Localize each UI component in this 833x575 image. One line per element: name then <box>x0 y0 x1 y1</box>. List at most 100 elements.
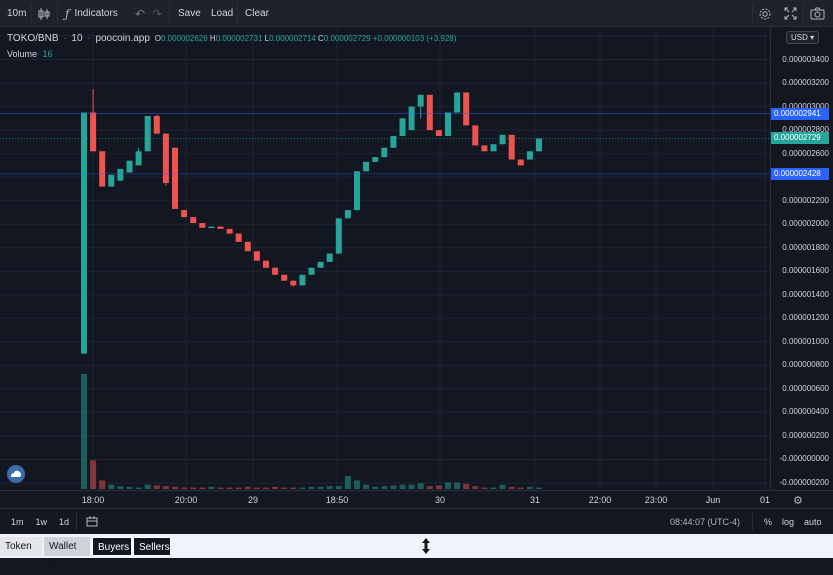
price-axis[interactable]: USD ▾ 0.000003400 0.000003200 0.000003000 0… <box>770 28 833 490</box>
currency-selector[interactable]: USD ▾ <box>786 31 820 44</box>
candle-body <box>190 217 197 224</box>
tx-tabs: Token tx Wallet tx Buyers Sellers <box>0 534 833 571</box>
candle-body <box>108 174 115 187</box>
save-label: Save <box>178 8 201 19</box>
tab-buyers[interactable]: Buyers <box>92 537 132 556</box>
volume-bar <box>208 486 215 489</box>
range-1d-button[interactable]: 1d <box>59 517 70 527</box>
volume-value: 16 <box>42 49 53 59</box>
price-tick-label: 0.000003000 <box>782 101 829 111</box>
candle-body <box>335 218 342 254</box>
time-axis[interactable]: ⚙ 18:00 20:00 29 18:50 30 31 22:00 23:00 Jun 01 <box>0 490 833 508</box>
log-toggle[interactable]: log <box>782 517 795 527</box>
volume-bar <box>417 483 424 489</box>
camera-icon[interactable] <box>810 0 825 27</box>
candle-body <box>244 241 251 252</box>
volume-bar <box>299 487 306 489</box>
candle-body <box>290 280 297 286</box>
candle-body <box>517 159 524 166</box>
redo-icon[interactable]: ↷ <box>152 6 163 21</box>
price-tick-label: 0.000002600 <box>782 148 829 158</box>
poocoin-logo[interactable] <box>7 465 25 483</box>
load-button[interactable]: Load <box>211 0 233 27</box>
fullscreen-icon[interactable] <box>784 0 797 27</box>
clock-display[interactable]: 08:44:07 (UTC-4) <box>670 517 741 527</box>
candle-body <box>226 228 233 234</box>
price-chart[interactable] <box>0 28 770 490</box>
indicators-label: Indicators <box>74 8 118 19</box>
time-tick-label: 29 <box>247 495 259 505</box>
candle-body <box>490 144 497 152</box>
high-value: 0.000002731 <box>215 34 263 43</box>
price-tick-label: 0.000002200 <box>782 195 829 205</box>
interval-button[interactable]: 10m <box>7 0 26 27</box>
candle-body <box>181 210 188 218</box>
candle-body <box>299 274 306 286</box>
candle-body <box>217 226 224 229</box>
indicators-button[interactable]: ƒ Indicators <box>65 0 118 27</box>
volume-bar <box>81 374 87 489</box>
symbol-label[interactable]: TOKO/BNB <box>7 33 59 44</box>
volume-bar <box>181 487 188 489</box>
candle-body <box>135 151 142 166</box>
time-tick-label: 01 <box>759 495 771 505</box>
top-toolbar: 10m ƒ Indicators ↶ ↷ Save Load Clear <box>0 0 833 27</box>
volume-bar <box>317 486 324 489</box>
volume-bar <box>235 487 242 489</box>
resize-handle-icon[interactable] <box>420 537 432 558</box>
tab-token-tx[interactable]: Token tx <box>0 537 42 571</box>
calendar-icon[interactable] <box>86 516 98 530</box>
close-label: C <box>318 34 324 43</box>
candle-body <box>153 115 160 134</box>
candle-body <box>454 92 461 113</box>
candle-body <box>499 134 506 145</box>
candle-type-icon[interactable] <box>38 0 50 27</box>
volume-bar <box>490 487 497 489</box>
clear-button[interactable]: Clear <box>245 0 269 27</box>
axis-settings-gear-icon[interactable]: ⚙ <box>793 495 803 507</box>
time-tick-label: 18:00 <box>81 495 105 505</box>
candle-body <box>508 134 515 160</box>
candle-body <box>126 160 133 173</box>
candle-body <box>426 94 433 131</box>
candle-body <box>308 267 315 275</box>
auto-toggle[interactable]: auto <box>804 517 822 527</box>
candle-body <box>263 260 269 268</box>
tab-wallet-tx[interactable]: Wallet tx <box>44 537 90 571</box>
candle-body <box>472 125 479 146</box>
volume-label: Volume <box>7 49 38 59</box>
price-tick-label: 0.000003200 <box>782 78 829 88</box>
candle-body <box>435 130 442 136</box>
candle-body <box>445 112 451 136</box>
high-label: H <box>209 34 216 43</box>
candle-body <box>81 112 87 354</box>
candle-body <box>326 253 333 262</box>
toolbar-divider <box>237 3 238 24</box>
volume-bar <box>344 476 351 489</box>
volume-bar <box>508 486 515 489</box>
volume-bar <box>117 486 124 489</box>
volume-bar <box>381 486 388 489</box>
volume-bar <box>217 487 224 489</box>
volume-bar <box>308 486 315 489</box>
save-button[interactable]: Save <box>178 0 201 27</box>
volume-bar <box>390 485 397 489</box>
settings-gear-icon[interactable] <box>758 0 772 27</box>
open-value: 0.000002626 <box>160 34 208 43</box>
percent-toggle[interactable]: % <box>764 517 773 527</box>
low-label: L <box>264 34 270 43</box>
price-tick-label: 0.000002000 <box>782 219 829 229</box>
range-1m-button[interactable]: 1m <box>11 517 24 527</box>
volume-bar <box>144 484 151 489</box>
candle-body <box>408 106 415 131</box>
volume-bar <box>135 487 142 489</box>
function-icon: ƒ <box>65 6 70 21</box>
price-tick-label: 0.000000400 <box>782 407 829 417</box>
range-1w-button[interactable]: 1w <box>35 517 48 527</box>
tab-sellers[interactable]: Sellers <box>133 537 171 556</box>
candle-body <box>390 135 397 148</box>
last-price-tag: 0.000002729 <box>771 132 829 145</box>
undo-icon[interactable]: ↶ <box>135 6 146 21</box>
source-label: poocoin.app <box>95 33 150 44</box>
price-tick-label: 0.000000600 <box>782 383 829 393</box>
